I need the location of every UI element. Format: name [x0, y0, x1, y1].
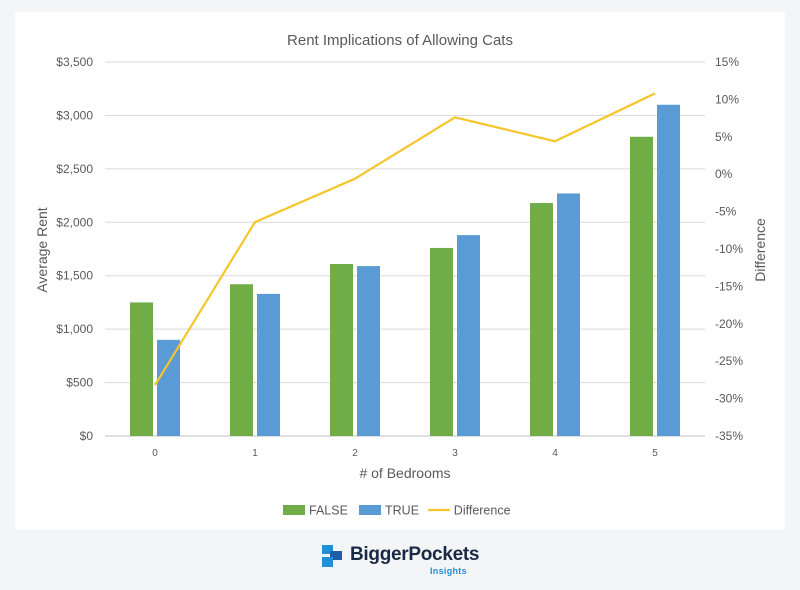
legend-label-false: FALSE	[309, 504, 348, 518]
x-tick-label: 2	[352, 448, 358, 459]
brand-subtitle: Insights	[430, 566, 467, 576]
legend-label-difference: Difference	[454, 504, 511, 518]
brand-logo: BiggerPockets Insights	[322, 542, 482, 582]
x-tick-label: 1	[252, 448, 258, 459]
bar-false-4	[530, 203, 553, 436]
chart: Rent Implications of Allowing Cats $0 $50…	[34, 32, 768, 518]
x-tick-label: 0	[152, 448, 158, 459]
y2-tick-label: 10%	[715, 92, 739, 106]
y-tick-label: $2,000	[56, 215, 93, 229]
y-axis-right: -35% -30% -25% -20% -15% -10% -5% 0% 5% 10% 15%	[715, 55, 743, 443]
bars	[130, 104, 680, 437]
y2-tick-label: -15%	[715, 279, 743, 293]
bar-true-0	[157, 339, 180, 436]
bar-true-5	[657, 104, 680, 436]
y-tick-label: $500	[66, 376, 93, 390]
y2-tick-label: -25%	[715, 354, 743, 368]
y2-tick-label: -30%	[715, 392, 743, 406]
bigger-pockets-logo-icon	[322, 545, 342, 567]
gridlines	[105, 61, 705, 437]
difference-line	[154, 92, 656, 386]
x-tick-label: 3	[452, 448, 458, 459]
bar-true-2	[357, 266, 380, 436]
legend: FALSE TRUE Difference	[283, 504, 511, 518]
bar-true-4	[557, 193, 580, 436]
legend-swatch-false	[283, 505, 305, 515]
y2-tick-label: 15%	[715, 55, 739, 69]
bar-false-5	[630, 136, 653, 437]
bar-false-3	[430, 247, 453, 436]
legend-label-true: TRUE	[385, 504, 419, 518]
bar-true-1	[257, 293, 280, 436]
bar-false-0	[130, 302, 153, 436]
y2-tick-label: 0%	[715, 167, 733, 181]
bar-true-3	[457, 235, 480, 436]
y-tick-label: $1,000	[56, 322, 93, 336]
x-tick-label: 4	[552, 448, 558, 459]
bar-false-2	[330, 263, 353, 436]
y2-axis-label: Difference	[752, 218, 768, 282]
y-axis-left: $0 $500 $1,000 $1,500 $2,000 $2,500 $3,000 $3,5…	[56, 55, 93, 443]
x-axis: 0 1 2 3 4 5	[152, 448, 658, 459]
y-tick-label: $3,500	[56, 55, 93, 69]
y-tick-label: $0	[80, 429, 94, 443]
y2-tick-label: -20%	[715, 317, 743, 331]
y2-tick-label: -35%	[715, 429, 743, 443]
y-tick-label: $2,500	[56, 162, 93, 176]
legend-swatch-true	[359, 505, 381, 515]
y2-tick-label: 5%	[715, 130, 733, 144]
chart-card	[15, 12, 785, 530]
difference-line-path	[154, 92, 656, 386]
bar-false-1	[230, 284, 253, 436]
y-tick-label: $3,000	[56, 108, 93, 122]
chart-title: Rent Implications of Allowing Cats	[287, 32, 513, 49]
x-axis-label: # of Bedrooms	[359, 465, 450, 481]
y-tick-label: $1,500	[56, 269, 93, 283]
y2-tick-label: -5%	[715, 205, 737, 219]
x-tick-label: 5	[652, 448, 658, 459]
y2-tick-label: -10%	[715, 242, 743, 256]
brand-name: BiggerPockets	[350, 544, 480, 565]
y-axis-label: Average Rent	[34, 207, 50, 292]
